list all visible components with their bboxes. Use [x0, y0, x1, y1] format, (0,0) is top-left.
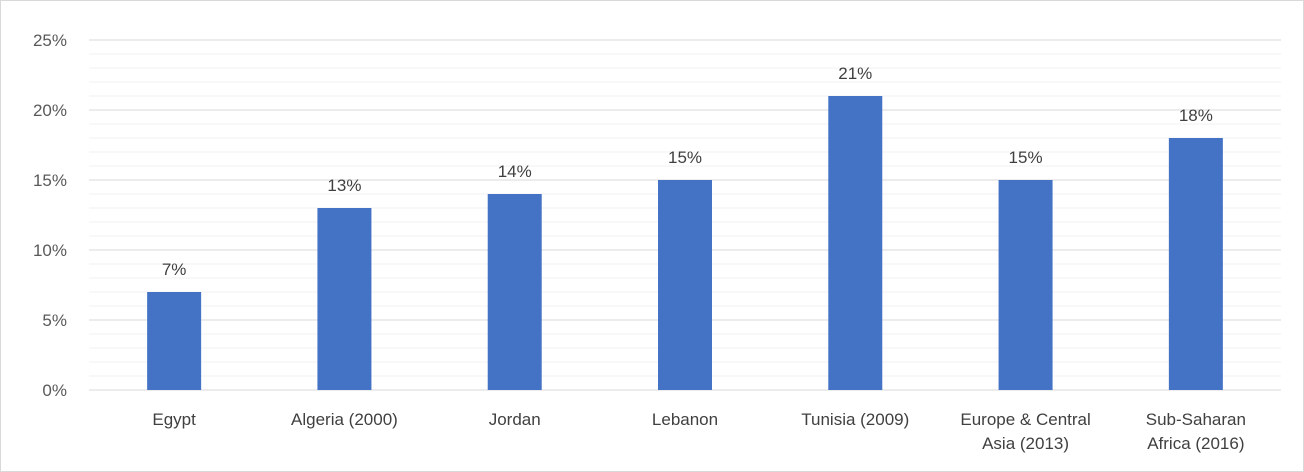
x-category-label-line: Jordan [489, 410, 541, 429]
x-category-label: Egypt [152, 410, 196, 429]
x-category-label-line: Egypt [152, 410, 196, 429]
y-axis-ticks: 0% 5% 10% 15% 20% 25% [33, 31, 67, 400]
y-tick-label: 5% [42, 311, 67, 330]
x-category-label-line: Sub-Saharan [1146, 410, 1246, 429]
x-category-label: Lebanon [652, 410, 718, 429]
y-tick-label: 25% [33, 31, 67, 50]
data-labels: 7% 13% 14% 15% 21% 15% 18% [162, 64, 1213, 279]
bar [998, 180, 1053, 390]
gridlines [89, 39, 1281, 391]
bar [317, 208, 372, 390]
x-axis-categories: Egypt Algeria (2000) Jordan Lebanon Tunisia … [152, 410, 1246, 453]
bars [147, 96, 1223, 390]
y-tick-label: 20% [33, 101, 67, 120]
bar [147, 292, 202, 390]
y-tick-label: 10% [33, 241, 67, 260]
bar [828, 96, 883, 390]
y-tick-label: 0% [42, 381, 67, 400]
x-category-label-line: Europe & Central [960, 410, 1090, 429]
data-label: 21% [838, 64, 872, 83]
bar [658, 180, 712, 390]
data-label: 15% [1009, 148, 1043, 167]
x-category-label-line: Africa (2016) [1147, 434, 1244, 453]
x-category-label: Sub-Saharan Africa (2016) [1146, 410, 1246, 453]
x-category-label-line: Asia (2013) [982, 434, 1069, 453]
data-label: 13% [327, 176, 361, 195]
bar [487, 194, 542, 390]
x-category-label-line: Tunisia (2009) [801, 410, 909, 429]
x-category-label-line: Lebanon [652, 410, 718, 429]
x-category-label: Jordan [489, 410, 541, 429]
y-tick-label: 15% [33, 171, 67, 190]
x-category-label: Tunisia (2009) [801, 410, 909, 429]
x-category-label: Algeria (2000) [291, 410, 398, 429]
bar [1168, 138, 1223, 390]
data-label: 18% [1179, 106, 1213, 125]
data-label: 7% [162, 260, 187, 279]
data-label: 14% [498, 162, 532, 181]
data-label: 15% [668, 148, 702, 167]
x-category-label-line: Algeria (2000) [291, 410, 398, 429]
x-category-label: Europe & Central Asia (2013) [960, 410, 1090, 453]
